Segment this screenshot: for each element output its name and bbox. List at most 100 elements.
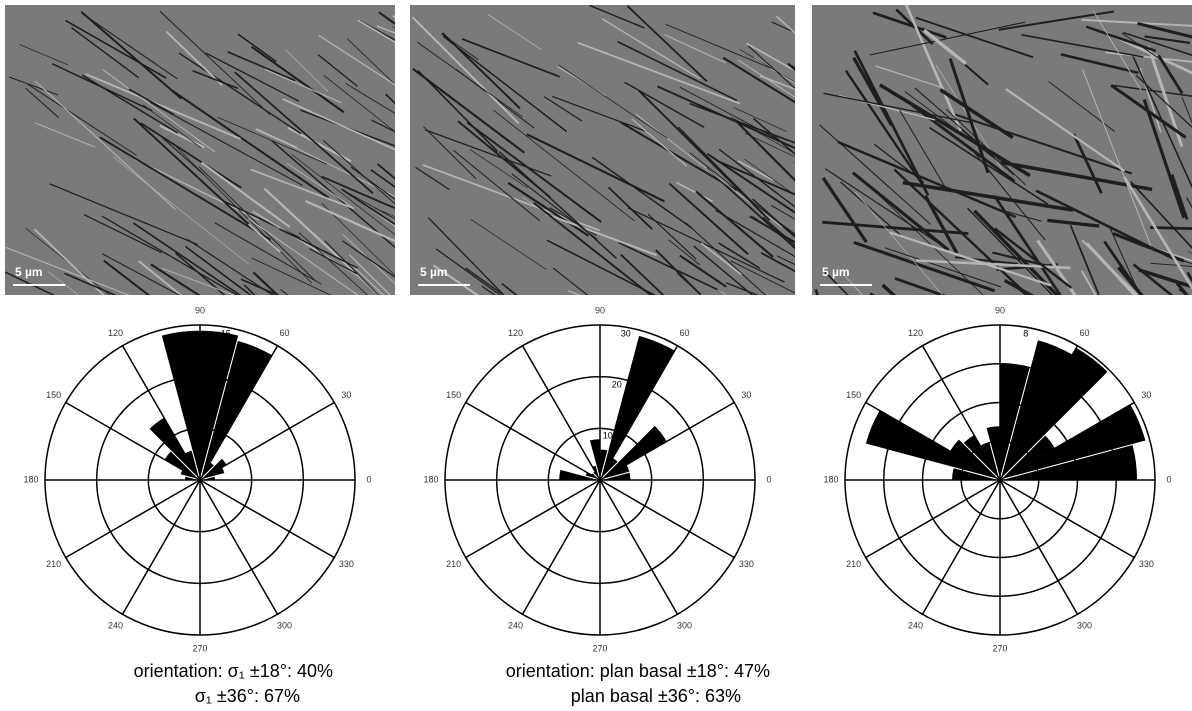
crack [411, 16, 520, 125]
angle-label: 240 [508, 621, 523, 631]
crack [101, 253, 181, 295]
crack [342, 240, 395, 278]
crack [171, 89, 330, 199]
crack [1060, 53, 1139, 75]
crack [442, 35, 568, 133]
crack [162, 137, 205, 176]
crack [453, 149, 541, 222]
angle-label: 150 [446, 390, 461, 400]
crack [198, 166, 317, 282]
crack [33, 228, 105, 295]
crack [278, 228, 358, 269]
angle-label: 60 [279, 328, 289, 338]
crack [1137, 21, 1192, 39]
crack [915, 16, 1034, 59]
scale-label: 5 µm [15, 265, 43, 279]
crack [994, 227, 1073, 289]
spoke [999, 479, 1079, 615]
crack [725, 282, 760, 295]
crack [234, 71, 374, 194]
crack [1123, 31, 1192, 56]
crack [705, 167, 795, 250]
angle-label: 210 [846, 559, 861, 569]
spoke [599, 479, 735, 559]
spoke [999, 345, 1079, 481]
crack [1081, 239, 1140, 295]
crack [49, 183, 198, 246]
spoke [121, 345, 201, 481]
crack [178, 52, 302, 135]
crack [1142, 98, 1186, 219]
crack [417, 69, 499, 153]
crack [1181, 97, 1192, 124]
crack [819, 124, 932, 225]
crack [250, 168, 355, 210]
crack [309, 248, 358, 275]
crack [205, 52, 300, 102]
crack [619, 121, 738, 192]
crack [752, 216, 787, 240]
crack [840, 181, 905, 239]
angle-label: 270 [192, 643, 207, 653]
crack [376, 163, 395, 180]
crack [1175, 282, 1189, 295]
crack [85, 73, 241, 140]
crack [899, 109, 946, 187]
texture [814, 5, 1192, 295]
crack [627, 207, 785, 283]
crack [192, 70, 239, 90]
crack [25, 87, 60, 119]
spoke [199, 479, 335, 559]
crack [142, 104, 202, 149]
crack [567, 290, 581, 295]
crack [424, 129, 552, 177]
spoke [199, 479, 279, 615]
crack [376, 25, 395, 34]
crack [99, 136, 272, 241]
spoke [921, 345, 1001, 481]
crack [441, 32, 521, 110]
scale-label: 5 µm [420, 265, 448, 279]
crack [264, 68, 342, 104]
crack [374, 207, 395, 218]
crack [948, 58, 990, 174]
r-tick-label: 20 [612, 380, 622, 390]
crack [240, 278, 280, 295]
crack [134, 158, 260, 221]
crack [872, 11, 947, 39]
crack [423, 126, 477, 179]
crack [324, 240, 380, 295]
angle-label: 0 [1166, 474, 1171, 484]
angle-label: 180 [23, 474, 38, 484]
crack [470, 219, 547, 270]
crack [112, 156, 250, 265]
crack [322, 140, 395, 205]
crack [854, 191, 943, 295]
crack [1150, 262, 1192, 267]
angle-label: 120 [908, 328, 923, 338]
crack [345, 83, 395, 114]
crack [5, 271, 55, 295]
angle-label: 330 [739, 559, 754, 569]
crack [1093, 10, 1142, 91]
crack [149, 101, 304, 187]
angle-label: 0 [366, 474, 371, 484]
crack [1113, 84, 1192, 97]
crack [914, 87, 996, 159]
crack [1005, 88, 1126, 172]
crack [341, 188, 395, 226]
crack [533, 202, 653, 295]
crack [993, 195, 1062, 295]
crack [1109, 227, 1141, 295]
crack [435, 248, 502, 295]
crack [1138, 268, 1192, 289]
angle-label: 150 [846, 390, 861, 400]
crack [243, 284, 256, 295]
caption: orientation: σ₁ ±18°: 40% [134, 661, 333, 681]
crack [679, 254, 727, 288]
r-tick-label: 2 [1003, 443, 1008, 453]
crack [967, 207, 1054, 295]
crack [543, 96, 583, 122]
angle-label: 90 [595, 305, 605, 315]
